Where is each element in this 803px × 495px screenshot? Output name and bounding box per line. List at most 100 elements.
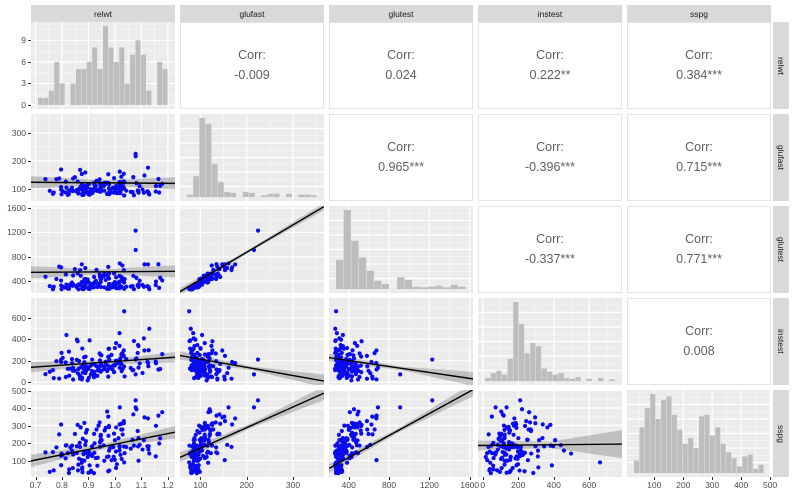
panel-hist-glutest xyxy=(329,206,473,293)
y-tick-mark xyxy=(28,408,31,410)
x-tick-mark xyxy=(141,477,143,480)
x-tick-mark xyxy=(61,477,63,480)
x-tick-mark xyxy=(553,477,555,480)
y-tick-label: 400 xyxy=(11,334,26,345)
x-tick-mark xyxy=(712,477,714,480)
panel-scatter-sspg-vs-glutest xyxy=(329,390,473,477)
panel-scatter-glutest-vs-glufast xyxy=(180,206,324,293)
corr-panel-relwt-glutest: Corr: 0.024 xyxy=(329,22,473,109)
panel-hist-sspg xyxy=(627,390,771,477)
y-tick-mark xyxy=(28,188,31,190)
panel-scatter-instest-vs-relwt xyxy=(31,298,175,385)
scatter-canvas xyxy=(180,206,324,293)
x-tick-mark xyxy=(167,477,169,480)
strip-label: sspg xyxy=(776,424,786,443)
scatter-canvas xyxy=(478,390,622,477)
histogram-canvas xyxy=(627,390,771,477)
y-tick-label: 3 xyxy=(21,78,26,89)
corr-label: Corr: xyxy=(238,48,266,63)
x-tick-label: 400 xyxy=(341,480,356,490)
corr-value: -0.337*** xyxy=(524,251,576,266)
strip-right-sspg: sspg xyxy=(773,390,789,477)
x-tick-label: 200 xyxy=(676,480,691,490)
corr-value: 0.384*** xyxy=(676,67,722,82)
x-tick-mark xyxy=(683,477,685,480)
corr-value: 0.965*** xyxy=(378,159,424,174)
x-tick-mark xyxy=(389,477,391,480)
corr-label: Corr: xyxy=(387,140,415,155)
histogram-canvas xyxy=(329,206,473,293)
x-tick-label: 0 xyxy=(480,480,486,490)
y-tick-mark xyxy=(28,105,31,107)
panel-scatter-instest-vs-glutest xyxy=(329,298,473,385)
y-tick-mark xyxy=(28,317,31,319)
x-tick-label: 300 xyxy=(285,480,301,490)
x-tick-mark xyxy=(770,477,772,480)
x-tick-mark xyxy=(200,477,202,480)
x-tick-mark xyxy=(348,477,350,480)
strip-right-instest: instest xyxy=(773,298,789,385)
x-tick-mark xyxy=(114,477,116,480)
x-tick-label: 1200 xyxy=(419,480,439,490)
panel-scatter-glutest-vs-relwt xyxy=(31,206,175,293)
x-tick-label: 200 xyxy=(511,480,526,490)
x-tick-mark xyxy=(88,477,90,480)
y-tick-label: 200 xyxy=(11,438,26,449)
corr-value: -0.396*** xyxy=(524,159,576,174)
scatter-canvas xyxy=(180,390,324,477)
x-tick-label: 1.1 xyxy=(135,480,148,490)
x-tick-label: 400 xyxy=(734,480,749,490)
x-tick-mark xyxy=(654,477,656,480)
strip-label: glufast xyxy=(239,8,265,19)
x-tick-label: 100 xyxy=(647,480,662,490)
y-tick-label: 500 xyxy=(11,385,26,396)
x-tick-label: 300 xyxy=(705,480,720,490)
histogram-canvas xyxy=(31,22,175,109)
corr-panel-relwt-instest: Corr: 0.222** xyxy=(478,22,622,109)
y-tick-mark xyxy=(28,61,31,63)
x-tick-mark xyxy=(292,477,294,480)
y-tick-mark xyxy=(28,208,31,209)
y-tick-label: 200 xyxy=(11,355,26,366)
y-tick-mark xyxy=(28,281,31,283)
corr-panel-glufast-glutest: Corr: 0.965*** xyxy=(329,114,473,201)
strip-label: instest xyxy=(776,329,786,354)
corr-value: 0.024 xyxy=(385,67,417,82)
y-tick-label: 400 xyxy=(11,276,26,287)
x-tick-label: 1.0 xyxy=(108,480,121,490)
y-tick-mark xyxy=(28,443,31,445)
x-tick-label: 100 xyxy=(193,480,208,490)
corr-label: Corr: xyxy=(685,48,713,63)
corr-label: Corr: xyxy=(536,140,564,155)
panel-hist-instest xyxy=(478,298,622,385)
x-tick-mark xyxy=(429,477,431,480)
histogram-canvas xyxy=(180,114,324,201)
y-tick-mark xyxy=(28,160,31,162)
y-tick-label: 300 xyxy=(11,127,26,138)
y-tick-mark xyxy=(28,83,31,85)
corr-panel-glufast-sspg: Corr: 0.715*** xyxy=(627,114,771,201)
corr-value: 0.771*** xyxy=(676,251,722,266)
strip-top-relwt: relwt xyxy=(31,5,175,22)
y-tick-mark xyxy=(28,382,31,384)
x-tick-label: 0.7 xyxy=(29,480,42,490)
y-tick-label: 0 xyxy=(21,100,26,111)
x-tick-label: 800 xyxy=(381,480,397,490)
y-tick-label: 600 xyxy=(11,312,26,323)
corr-panel-relwt-sspg: Corr: 0.384*** xyxy=(627,22,771,109)
panel-scatter-sspg-vs-glufast xyxy=(180,390,324,477)
strip-top-glutest: glutest xyxy=(329,5,473,22)
strip-label: instest xyxy=(537,8,563,19)
strip-right-glufast: glufast xyxy=(773,114,789,201)
y-tick-mark xyxy=(28,232,31,234)
corr-panel-glutest-instest: Corr: -0.337*** xyxy=(478,206,622,293)
corr-label: Corr: xyxy=(685,324,713,339)
x-tick-mark xyxy=(518,477,520,480)
x-tick-label: 200 xyxy=(239,480,254,490)
panel-scatter-sspg-vs-instest xyxy=(478,390,622,477)
x-tick-label: 0.9 xyxy=(82,480,95,490)
y-tick-mark xyxy=(28,132,31,134)
panel-hist-glufast xyxy=(180,114,324,201)
x-tick-label: 600 xyxy=(582,480,597,490)
